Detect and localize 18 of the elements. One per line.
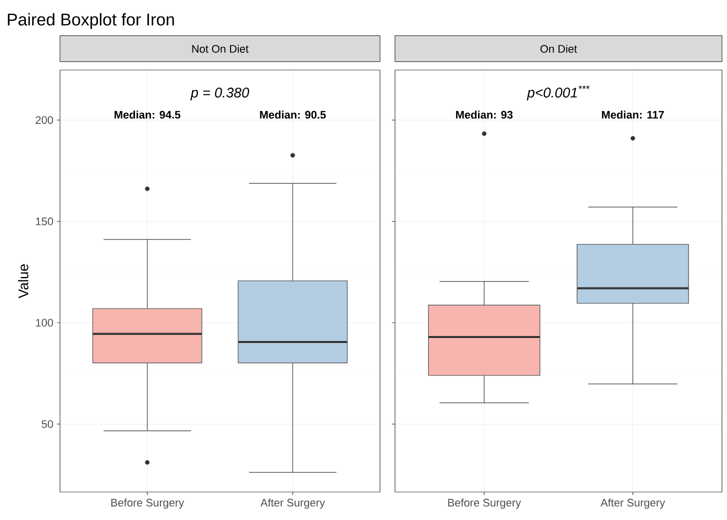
y-tick-label: 50 (42, 420, 54, 428)
annotation: Median: 93 (456, 110, 513, 119)
x-tick-label: Before Surgery (448, 498, 521, 509)
y-axis-title: Value (18, 264, 28, 298)
x-tick-label: After Surgery (600, 498, 666, 509)
annotation: p = 0.380 (190, 88, 250, 100)
x-tick-label: After Surgery (260, 498, 325, 509)
y-tick-label: 100 (36, 318, 54, 327)
annotation: Median: 94.5 (114, 110, 180, 119)
chart-subtitle: On Diet (540, 44, 577, 53)
y-tick-label: 150 (36, 218, 54, 226)
x-tick-label: Before Surgery (111, 498, 184, 509)
chart-subtitle: Not On Diet (192, 44, 249, 53)
chart-title: Paired Boxplot for Iron (8, 13, 174, 29)
y-tick-label: 200 (36, 116, 54, 124)
annotation: Median: 117 (602, 110, 664, 119)
annotation: p<0.001$^{***}$ (526, 86, 590, 100)
annotation: Median: 90.5 (260, 110, 326, 119)
